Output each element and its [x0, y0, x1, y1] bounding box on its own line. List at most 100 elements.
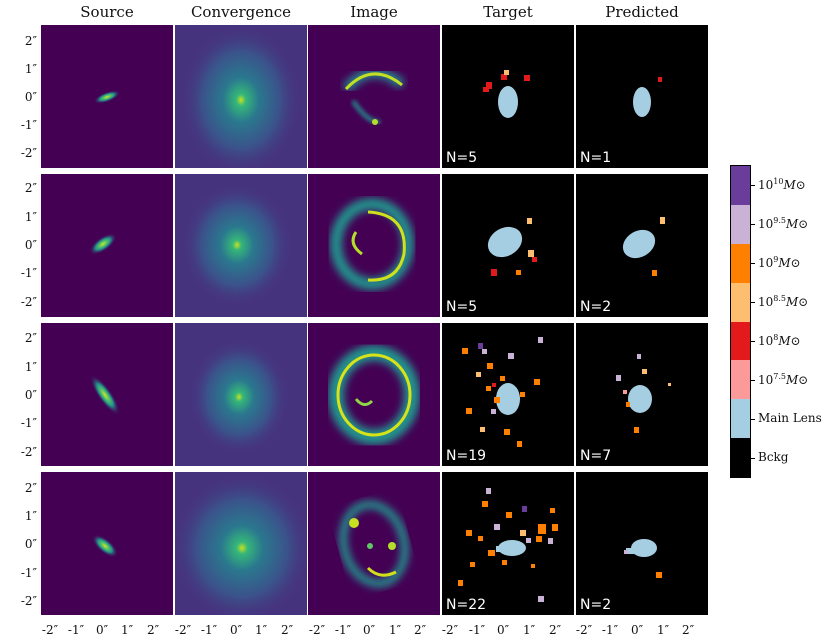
x-tick-label: -2″	[575, 623, 593, 637]
y-tick-label: 2″	[24, 181, 37, 195]
row1-predicted-panel: N=1	[576, 25, 708, 168]
row4-target-panel: N=22	[442, 472, 574, 615]
colorbar-tick	[751, 302, 755, 304]
row3-image-panel	[308, 323, 440, 466]
row1-predicted-count: N=1	[580, 150, 612, 166]
colorbar-label: 109.5M⊙	[758, 216, 809, 232]
colorbar-segment	[731, 243, 750, 284]
x-tick-label: -2″	[41, 623, 59, 637]
row3-source-panel	[41, 323, 173, 466]
row1-convergence-panel	[175, 25, 307, 168]
y-tick-label: 2″	[24, 331, 37, 345]
x-tick-label: 2″	[548, 623, 562, 637]
colorbar-tick	[751, 185, 755, 187]
row2-image-panel	[308, 174, 440, 317]
y-tick-label: 0″	[24, 388, 37, 402]
y-tick-label: -1″	[20, 118, 37, 132]
col-title-predicted: Predicted	[605, 3, 679, 21]
y-tick-label: 2″	[24, 481, 37, 495]
colorbar-label: Main Lens	[758, 410, 822, 425]
x-tick-label: 1″	[254, 623, 268, 637]
y-tick-label: -2″	[20, 146, 37, 160]
colorbar-segment	[731, 438, 750, 478]
row1-target-count: N=5	[446, 150, 478, 166]
x-tick-label: 2″	[146, 623, 160, 637]
row2-convergence-panel	[175, 174, 307, 317]
row3-predicted-count: N=7	[580, 448, 612, 464]
y-tick-label: -1″	[20, 566, 37, 580]
row2-target-panel: N=5	[442, 174, 574, 317]
colorbar-segment	[731, 166, 750, 206]
y-tick-label: 0″	[24, 90, 37, 104]
colorbar-label: 108.5M⊙	[758, 294, 809, 310]
x-tick-label: 1″	[522, 623, 536, 637]
y-tick-label: 1″	[24, 62, 37, 76]
colorbar-label: Bckg	[758, 449, 789, 464]
x-tick-label: 1″	[388, 623, 402, 637]
x-tick-label: 2″	[681, 623, 695, 637]
y-tick-label: -2″	[20, 594, 37, 608]
row1-image-panel	[308, 25, 440, 168]
colorbar-segment	[731, 204, 750, 245]
row1-target-panel: N=5	[442, 25, 574, 168]
colorbar-segment	[731, 399, 750, 439]
y-tick-label: 0″	[24, 238, 37, 252]
y-tick-label: -1″	[20, 266, 37, 280]
x-tick-label: -2″	[308, 623, 326, 637]
x-tick-label: -2″	[174, 623, 192, 637]
x-tick-label: 2″	[413, 623, 427, 637]
colorbar-label: 1010M⊙	[758, 177, 806, 193]
col-title-target: Target	[483, 3, 533, 21]
colorbar-tick	[751, 457, 755, 459]
colorbar-tick	[751, 340, 755, 342]
x-tick-label: -2″	[441, 623, 459, 637]
colorbar-tick	[751, 263, 755, 265]
row1-source-panel	[41, 25, 173, 168]
colorbar-tick	[751, 418, 755, 420]
x-tick-label: 0″	[362, 623, 376, 637]
colorbar-label: 108M⊙	[758, 332, 801, 348]
row3-predicted-panel: N=7	[576, 323, 708, 466]
y-tick-label: -2″	[20, 295, 37, 309]
x-tick-label: 0″	[229, 623, 243, 637]
row3-convergence-panel	[175, 323, 307, 466]
colorbar-tick	[751, 379, 755, 381]
x-tick-label: -1″	[67, 623, 85, 637]
x-tick-label: -1″	[468, 623, 486, 637]
colorbar-label: 109M⊙	[758, 255, 801, 271]
row3-target-panel: N=19	[442, 323, 574, 466]
col-title-source: Source	[80, 3, 134, 21]
row2-source-panel	[41, 174, 173, 317]
col-title-image: Image	[350, 3, 398, 21]
y-tick-label: -1″	[20, 416, 37, 430]
row4-image-panel	[308, 472, 440, 615]
colorbar	[730, 165, 751, 478]
x-tick-label: -1″	[601, 623, 619, 637]
colorbar-segment	[731, 321, 750, 361]
colorbar-segment	[731, 282, 750, 322]
y-tick-label: 0″	[24, 537, 37, 551]
colorbar-label: 107.5M⊙	[758, 371, 809, 387]
y-tick-label: -2″	[20, 445, 37, 459]
col-title-convergence: Convergence	[190, 3, 292, 21]
row2-predicted-panel: N=2	[576, 174, 708, 317]
x-tick-label: -1″	[334, 623, 352, 637]
y-tick-label: 1″	[24, 210, 37, 224]
y-tick-label: 2″	[24, 34, 37, 48]
row4-target-count: N=22	[446, 597, 487, 613]
x-tick-label: 0″	[95, 623, 109, 637]
x-tick-label: -1″	[200, 623, 218, 637]
row4-predicted-count: N=2	[580, 597, 612, 613]
row2-target-count: N=5	[446, 299, 478, 315]
y-tick-label: 1″	[24, 509, 37, 523]
x-tick-label: 2″	[280, 623, 294, 637]
x-tick-label: 0″	[630, 623, 644, 637]
row4-convergence-panel	[175, 472, 307, 615]
row4-source-panel	[41, 472, 173, 615]
row3-target-count: N=19	[446, 448, 487, 464]
x-tick-label: 1″	[656, 623, 670, 637]
row4-predicted-panel: N=2	[576, 472, 708, 615]
x-tick-label: 1″	[120, 623, 134, 637]
y-tick-label: 1″	[24, 360, 37, 374]
colorbar-segment	[731, 360, 750, 400]
